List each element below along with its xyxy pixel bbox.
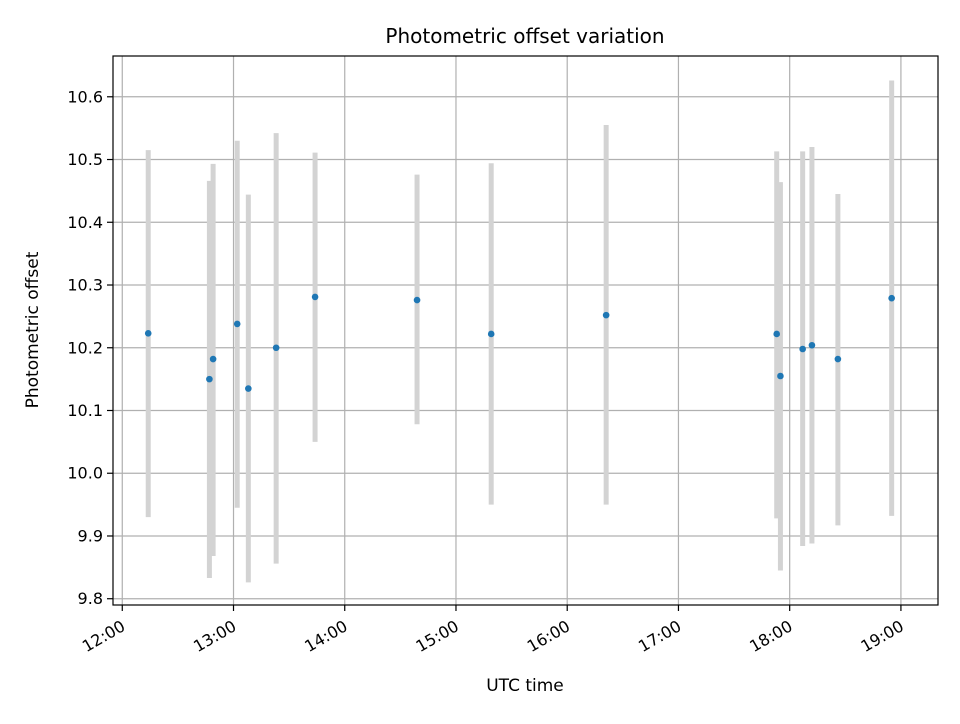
y-tick-label: 10.4: [67, 213, 103, 232]
y-tick-label: 10.1: [67, 401, 103, 420]
data-point: [209, 355, 217, 363]
data-point: [834, 355, 842, 363]
plot-frame: [112, 55, 939, 606]
data-point: [413, 296, 421, 304]
y-tick-label: 10.3: [67, 276, 103, 295]
y-tick-label: 9.9: [78, 526, 103, 545]
data-point: [487, 330, 495, 338]
data-point: [888, 294, 895, 302]
y-tick-label: 10.5: [67, 150, 103, 169]
data-point: [777, 372, 784, 380]
y-tick-label: 10.0: [67, 464, 103, 483]
data-point: [808, 341, 816, 349]
data-point: [773, 330, 781, 338]
data-point: [206, 375, 213, 383]
data-point: [272, 344, 280, 352]
data-point: [602, 311, 610, 319]
data-point: [233, 320, 241, 328]
data-point: [245, 385, 252, 392]
y-axis-ticks: 9.8 9.9 10.0 10.1 10.2 10.3 10.4 10.5 10.6: [67, 87, 113, 608]
y-tick-label: 10.6: [67, 87, 103, 106]
data-point: [144, 330, 152, 337]
x-axis-label: UTC time: [486, 676, 564, 696]
y-tick-label: 10.2: [67, 338, 103, 357]
data-point: [311, 293, 319, 301]
chart-title: Photometric offset variation: [385, 24, 664, 48]
data-point: [799, 345, 806, 353]
y-axis-label: Photometric offset: [23, 251, 43, 408]
y-tick-label: 9.8: [78, 589, 103, 608]
data-points: [144, 293, 895, 392]
